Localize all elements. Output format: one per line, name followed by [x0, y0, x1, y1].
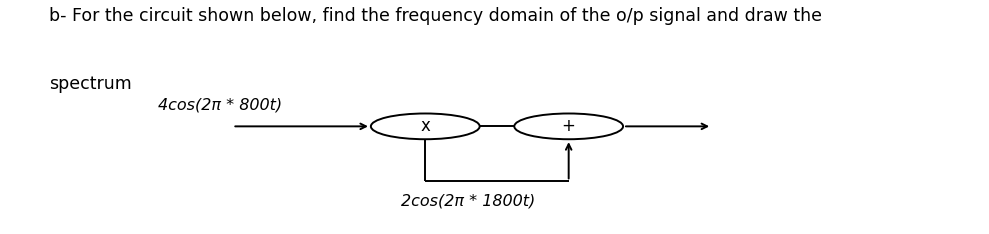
Text: +: +	[562, 117, 576, 135]
Text: b- For the circuit shown below, find the frequency domain of the o/p signal and : b- For the circuit shown below, find the…	[49, 7, 823, 25]
Text: 4cos(2π * 800t): 4cos(2π * 800t)	[158, 97, 283, 112]
Text: x: x	[420, 117, 430, 135]
Text: 2cos(2π * 1800t): 2cos(2π * 1800t)	[401, 193, 535, 208]
Text: spectrum: spectrum	[49, 75, 133, 93]
